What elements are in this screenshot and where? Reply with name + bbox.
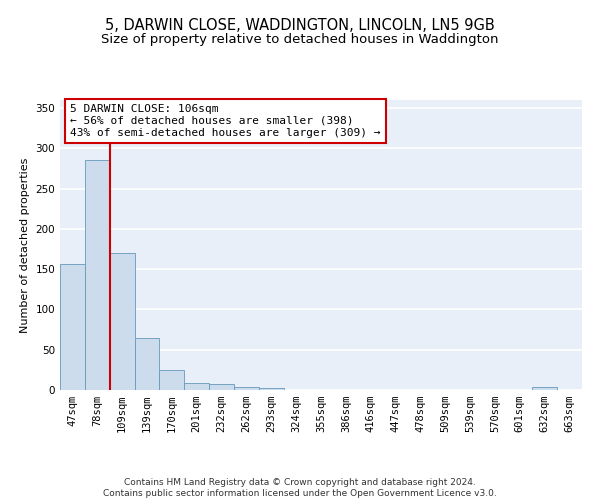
Text: 5 DARWIN CLOSE: 106sqm
← 56% of detached houses are smaller (398)
43% of semi-de: 5 DARWIN CLOSE: 106sqm ← 56% of detached… xyxy=(70,104,381,138)
Bar xyxy=(259,388,284,390)
Bar xyxy=(85,160,110,390)
Bar xyxy=(60,264,85,390)
Bar xyxy=(209,384,234,390)
Bar xyxy=(184,383,209,390)
Bar xyxy=(110,253,134,390)
Text: Size of property relative to detached houses in Waddington: Size of property relative to detached ho… xyxy=(101,32,499,46)
Y-axis label: Number of detached properties: Number of detached properties xyxy=(20,158,30,332)
Bar xyxy=(160,370,184,390)
Text: 5, DARWIN CLOSE, WADDINGTON, LINCOLN, LN5 9GB: 5, DARWIN CLOSE, WADDINGTON, LINCOLN, LN… xyxy=(105,18,495,32)
Text: Contains HM Land Registry data © Crown copyright and database right 2024.
Contai: Contains HM Land Registry data © Crown c… xyxy=(103,478,497,498)
Bar xyxy=(134,338,160,390)
Bar xyxy=(532,387,557,390)
Bar xyxy=(234,387,259,390)
